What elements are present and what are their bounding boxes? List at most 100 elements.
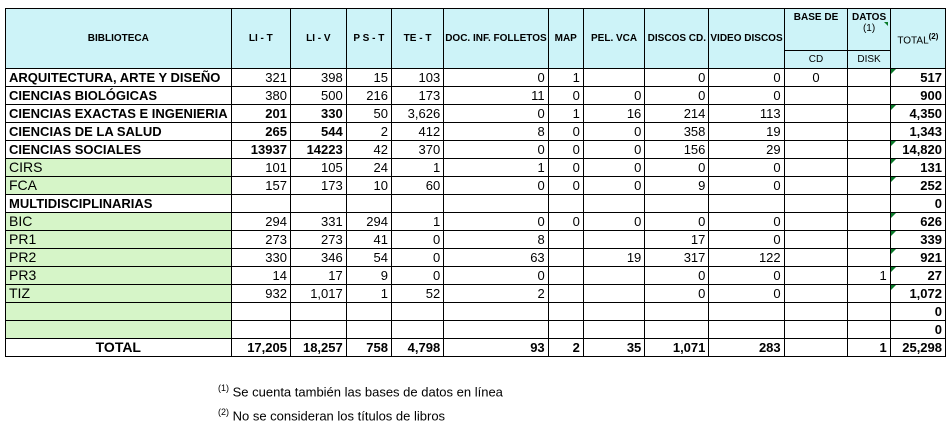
doc-cell[interactable]: 8 <box>443 122 549 141</box>
liv-cell[interactable] <box>289 302 347 321</box>
doc-cell[interactable]: 1 <box>443 158 549 177</box>
pst-cell[interactable]: 54 <box>345 248 392 267</box>
video-cell[interactable]: 113 <box>708 104 785 123</box>
lit-cell[interactable]: 380 <box>230 86 291 105</box>
discos-cell[interactable]: 317 <box>644 248 710 267</box>
pst-cell[interactable]: 42 <box>345 140 392 159</box>
lit-cell[interactable] <box>230 320 291 339</box>
discos-cell[interactable]: 0 <box>644 212 710 231</box>
liv-cell[interactable] <box>289 320 347 339</box>
lit-cell[interactable]: 321 <box>230 68 291 87</box>
pel-cell[interactable]: 0 <box>582 176 646 195</box>
tet-cell[interactable]: 1 <box>390 212 445 231</box>
library-name-cell[interactable]: PR3 <box>5 266 232 285</box>
tet-cell[interactable]: 412 <box>390 122 445 141</box>
pel-cell[interactable] <box>582 320 646 339</box>
doc-cell[interactable]: 0 <box>443 176 549 195</box>
pel-cell[interactable]: 0 <box>582 140 646 159</box>
tet-cell[interactable]: 3,626 <box>390 104 445 123</box>
lit-cell[interactable]: 932 <box>230 284 291 303</box>
liv-cell[interactable] <box>289 194 347 213</box>
pst-cell[interactable]: 10 <box>345 176 392 195</box>
tet-cell[interactable]: 0 <box>390 248 445 267</box>
cd-cell[interactable] <box>783 302 849 321</box>
total-cell[interactable]: 0 <box>889 320 946 339</box>
pst-cell[interactable]: 50 <box>345 104 392 123</box>
discos-cell[interactable]: 17 <box>644 230 710 249</box>
library-name-cell[interactable]: CIRS <box>5 158 232 177</box>
liv-cell[interactable]: 17 <box>289 266 347 285</box>
total-cell[interactable]: 0 <box>889 194 946 213</box>
doc-cell[interactable]: 8 <box>443 230 549 249</box>
pst-cell[interactable] <box>345 320 392 339</box>
liv-cell[interactable]: 173 <box>289 176 347 195</box>
pel-cell[interactable] <box>582 68 646 87</box>
cd-cell[interactable]: 0 <box>783 68 849 87</box>
library-name-cell[interactable]: BIC <box>5 212 232 231</box>
liv-cell[interactable]: 14223 <box>289 140 347 159</box>
cd-cell[interactable] <box>783 158 849 177</box>
doc-cell[interactable] <box>443 194 549 213</box>
pst-cell[interactable]: 294 <box>345 212 392 231</box>
total-cell[interactable]: 131 <box>889 158 946 177</box>
pel-cell[interactable] <box>582 266 646 285</box>
tet-cell[interactable]: 103 <box>390 68 445 87</box>
pst-cell[interactable]: 41 <box>345 230 392 249</box>
map-cell[interactable] <box>547 284 584 303</box>
pel-cell[interactable]: 0 <box>582 86 646 105</box>
pel-cell[interactable] <box>582 284 646 303</box>
disk-cell[interactable] <box>847 248 891 267</box>
cd-cell[interactable] <box>783 194 849 213</box>
video-cell[interactable]: 29 <box>708 140 785 159</box>
discos-cell[interactable]: 358 <box>644 122 710 141</box>
discos-cell[interactable]: 0 <box>644 68 710 87</box>
library-name-cell[interactable]: CIENCIAS SOCIALES <box>5 140 232 159</box>
cd-cell[interactable] <box>783 230 849 249</box>
map-cell[interactable] <box>547 230 584 249</box>
total-ps-t[interactable]: 758 <box>345 338 392 357</box>
tet-cell[interactable]: 52 <box>390 284 445 303</box>
cd-cell[interactable] <box>783 140 849 159</box>
map-cell[interactable]: 0 <box>547 86 584 105</box>
library-name-cell[interactable]: CIENCIAS EXACTAS E INGENIERIA <box>5 104 232 123</box>
total-cell[interactable]: 4,350 <box>889 104 946 123</box>
video-cell[interactable]: 0 <box>708 158 785 177</box>
map-cell[interactable] <box>547 248 584 267</box>
pst-cell[interactable] <box>345 194 392 213</box>
cd-cell[interactable] <box>783 266 849 285</box>
lit-cell[interactable]: 294 <box>230 212 291 231</box>
pst-cell[interactable]: 24 <box>345 158 392 177</box>
total-cell[interactable]: 339 <box>889 230 946 249</box>
doc-cell[interactable]: 0 <box>443 104 549 123</box>
tet-cell[interactable] <box>390 302 445 321</box>
video-cell[interactable] <box>708 320 785 339</box>
doc-cell[interactable] <box>443 320 549 339</box>
liv-cell[interactable]: 544 <box>289 122 347 141</box>
video-cell[interactable]: 0 <box>708 212 785 231</box>
total-li-v[interactable]: 18,257 <box>289 338 347 357</box>
pel-cell[interactable]: 0 <box>582 122 646 141</box>
video-cell[interactable]: 122 <box>708 248 785 267</box>
total-cell[interactable]: 252 <box>889 176 946 195</box>
pel-cell[interactable] <box>582 230 646 249</box>
library-name-cell[interactable] <box>5 302 232 321</box>
total-cell[interactable]: 0 <box>889 302 946 321</box>
library-name-cell[interactable]: PR2 <box>5 248 232 267</box>
video-cell[interactable]: 0 <box>708 266 785 285</box>
total-li-t[interactable]: 17,205 <box>230 338 291 357</box>
total-cell[interactable]: 14,820 <box>889 140 946 159</box>
disk-cell[interactable] <box>847 158 891 177</box>
library-name-cell[interactable]: PR1 <box>5 230 232 249</box>
cd-cell[interactable] <box>783 248 849 267</box>
lit-cell[interactable] <box>230 302 291 321</box>
video-cell[interactable]: 0 <box>708 68 785 87</box>
total-cell[interactable]: 1,343 <box>889 122 946 141</box>
liv-cell[interactable]: 398 <box>289 68 347 87</box>
total-cell[interactable]: 1,072 <box>889 284 946 303</box>
tet-cell[interactable]: 0 <box>390 266 445 285</box>
lit-cell[interactable]: 330 <box>230 248 291 267</box>
disk-cell[interactable] <box>847 176 891 195</box>
doc-cell[interactable]: 0 <box>443 266 549 285</box>
disk-cell[interactable] <box>847 194 891 213</box>
discos-cell[interactable]: 0 <box>644 86 710 105</box>
